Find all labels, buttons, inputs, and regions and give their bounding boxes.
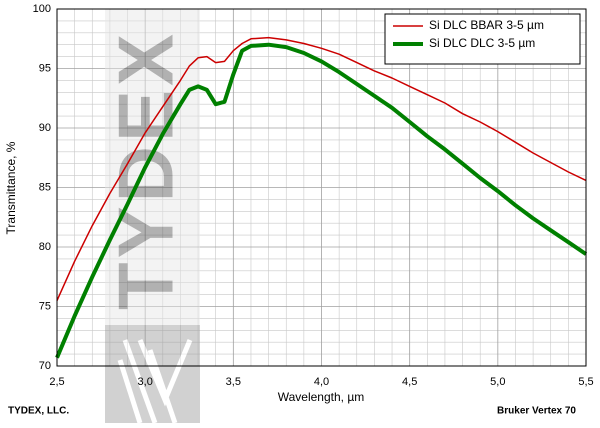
- lines: [55, 36, 588, 359]
- y-tick-label: 90: [39, 122, 51, 134]
- watermark-lines: [117, 339, 193, 424]
- y-tick-label: 70: [39, 360, 51, 372]
- x-tick-label: 5,0: [490, 376, 505, 388]
- y-tick-label: 100: [33, 3, 51, 15]
- y-tick-label: 75: [39, 300, 51, 312]
- footer-left: TYDEX, LLC.: [8, 406, 69, 417]
- x-tick-label: 3,0: [138, 376, 153, 388]
- legend-label: Si DLC DLC 3-5 µm: [429, 36, 535, 50]
- x-tick-label: 2,5: [49, 376, 64, 388]
- series-line: [55, 42, 588, 359]
- legend: Si DLC BBAR 3-5 µm Si DLC DLC 3-5 µm: [384, 13, 581, 65]
- y-tick-label: 80: [39, 241, 51, 253]
- footer-right: Bruker Vertex 70: [497, 406, 576, 417]
- y-tick-label: 95: [39, 62, 51, 74]
- plot-frame: [56, 8, 587, 367]
- y-axis-label: Transmittance, %: [4, 141, 18, 234]
- watermark-logo: TYDEX: [102, 9, 200, 424]
- x-tick-label: 3,5: [226, 376, 241, 388]
- legend-box: [384, 13, 581, 65]
- legend-label: Si DLC BBAR 3-5 µm: [429, 18, 544, 32]
- x-axis-label: Wavelength, µm: [278, 390, 365, 404]
- watermark-box: [105, 325, 200, 423]
- y-tick-label: 85: [39, 181, 51, 193]
- x-tick-label: 4,0: [314, 376, 329, 388]
- grid: [56, 8, 587, 367]
- x-tick-label: 4,5: [402, 376, 417, 388]
- x-tick-label: 5,5: [578, 376, 593, 388]
- series-line: [56, 36, 587, 301]
